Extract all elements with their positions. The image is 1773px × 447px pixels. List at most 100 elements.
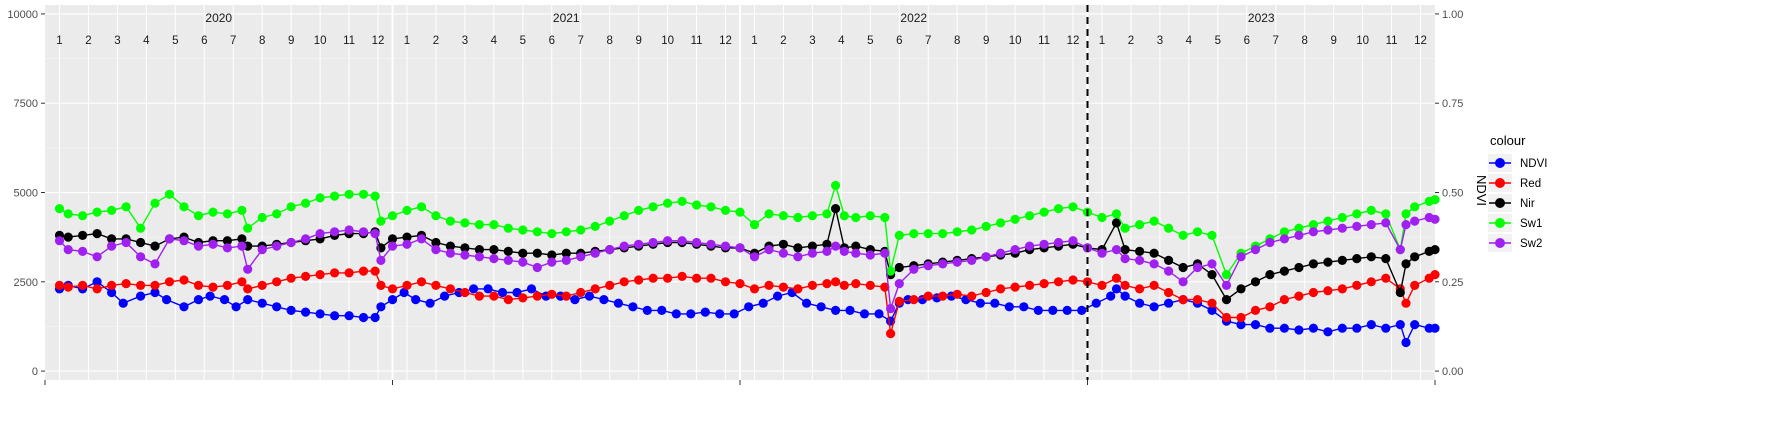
data-point — [996, 248, 1006, 258]
data-point — [179, 236, 189, 246]
data-point — [193, 241, 204, 251]
data-point — [822, 279, 832, 289]
data-point — [1164, 287, 1174, 298]
data-point — [1053, 204, 1064, 214]
data-point — [121, 279, 131, 289]
data-point — [816, 302, 826, 312]
data-point — [532, 248, 542, 258]
data-point — [1250, 277, 1261, 287]
data-point — [735, 207, 745, 217]
data-point — [909, 295, 919, 305]
data-point — [54, 236, 65, 246]
series-ndvi — [54, 277, 1440, 348]
data-point — [1025, 241, 1035, 251]
data-point — [729, 309, 739, 319]
data-point — [981, 221, 991, 231]
data-point — [237, 234, 247, 244]
data-point — [358, 189, 369, 199]
data-point — [150, 280, 160, 290]
data-point — [663, 236, 673, 246]
facet-label: 2021 — [553, 11, 580, 25]
data-point — [981, 287, 991, 298]
data-point — [237, 277, 247, 287]
data-point — [489, 254, 499, 264]
data-point — [1279, 295, 1289, 305]
data-point — [503, 246, 513, 256]
data-point — [967, 291, 977, 301]
data-point — [532, 291, 542, 301]
data-point — [1308, 323, 1318, 333]
data-point — [851, 279, 861, 289]
month-label: 4 — [491, 35, 498, 47]
data-point — [880, 212, 890, 223]
data-point — [402, 232, 412, 242]
data-point — [1366, 252, 1376, 262]
data-point — [1164, 255, 1174, 265]
data-point — [1120, 291, 1130, 301]
data-point — [150, 259, 160, 269]
data-point — [1164, 298, 1174, 308]
series-sw2 — [54, 212, 1440, 314]
data-point — [1062, 305, 1072, 315]
data-point — [315, 229, 325, 239]
data-point — [1192, 295, 1203, 305]
data-point — [590, 284, 600, 294]
data-point — [503, 295, 513, 305]
month-label: 11 — [343, 35, 355, 47]
data-point — [1430, 195, 1440, 205]
legend-title: colour — [1490, 133, 1526, 148]
data-point — [1401, 209, 1411, 219]
data-point — [831, 241, 841, 251]
y-right-tick-label: 0.50 — [1442, 188, 1463, 200]
data-point — [1097, 212, 1107, 223]
data-point — [605, 245, 615, 255]
data-point — [773, 291, 783, 301]
data-point — [474, 220, 484, 230]
data-point — [692, 237, 702, 248]
legend-key — [1488, 234, 1512, 252]
data-point — [822, 246, 832, 256]
data-point — [1039, 239, 1049, 249]
data-point — [411, 295, 421, 305]
data-point — [1294, 325, 1304, 335]
month-label: 10 — [661, 35, 674, 47]
month-label: 6 — [549, 35, 555, 47]
data-point — [1250, 245, 1261, 255]
data-point — [561, 248, 571, 258]
legend-label: NDVI — [1520, 158, 1547, 170]
data-point — [1323, 225, 1333, 235]
data-point — [243, 284, 253, 294]
y-right-axis-title: NDVI — [1474, 175, 1489, 206]
data-point — [677, 236, 687, 246]
data-point — [387, 295, 398, 305]
data-point — [1265, 237, 1275, 248]
data-point — [222, 243, 232, 253]
y-left-tick-label: 7500 — [14, 98, 38, 110]
data-point — [1265, 323, 1275, 333]
data-point — [1294, 230, 1304, 240]
data-point — [1207, 298, 1217, 308]
legend-key — [1488, 214, 1512, 232]
data-point — [1192, 227, 1203, 237]
data-point — [1352, 254, 1362, 264]
data-point — [136, 280, 146, 290]
data-point — [1053, 237, 1064, 248]
facet-label: 2023 — [1248, 11, 1275, 25]
month-label: 12 — [372, 35, 385, 47]
data-point — [561, 227, 571, 237]
data-point — [576, 287, 586, 298]
data-point — [831, 204, 841, 214]
data-point — [1352, 209, 1362, 219]
data-point — [431, 237, 441, 248]
data-point — [121, 237, 131, 248]
data-point — [1337, 255, 1347, 265]
month-label: 3 — [809, 35, 815, 47]
data-point — [793, 212, 803, 223]
data-point — [179, 202, 189, 212]
data-point — [1236, 252, 1246, 262]
data-point — [78, 246, 88, 256]
month-label: 7 — [1273, 35, 1279, 47]
data-point — [489, 291, 499, 301]
data-point — [1265, 270, 1275, 280]
data-point — [497, 287, 508, 298]
